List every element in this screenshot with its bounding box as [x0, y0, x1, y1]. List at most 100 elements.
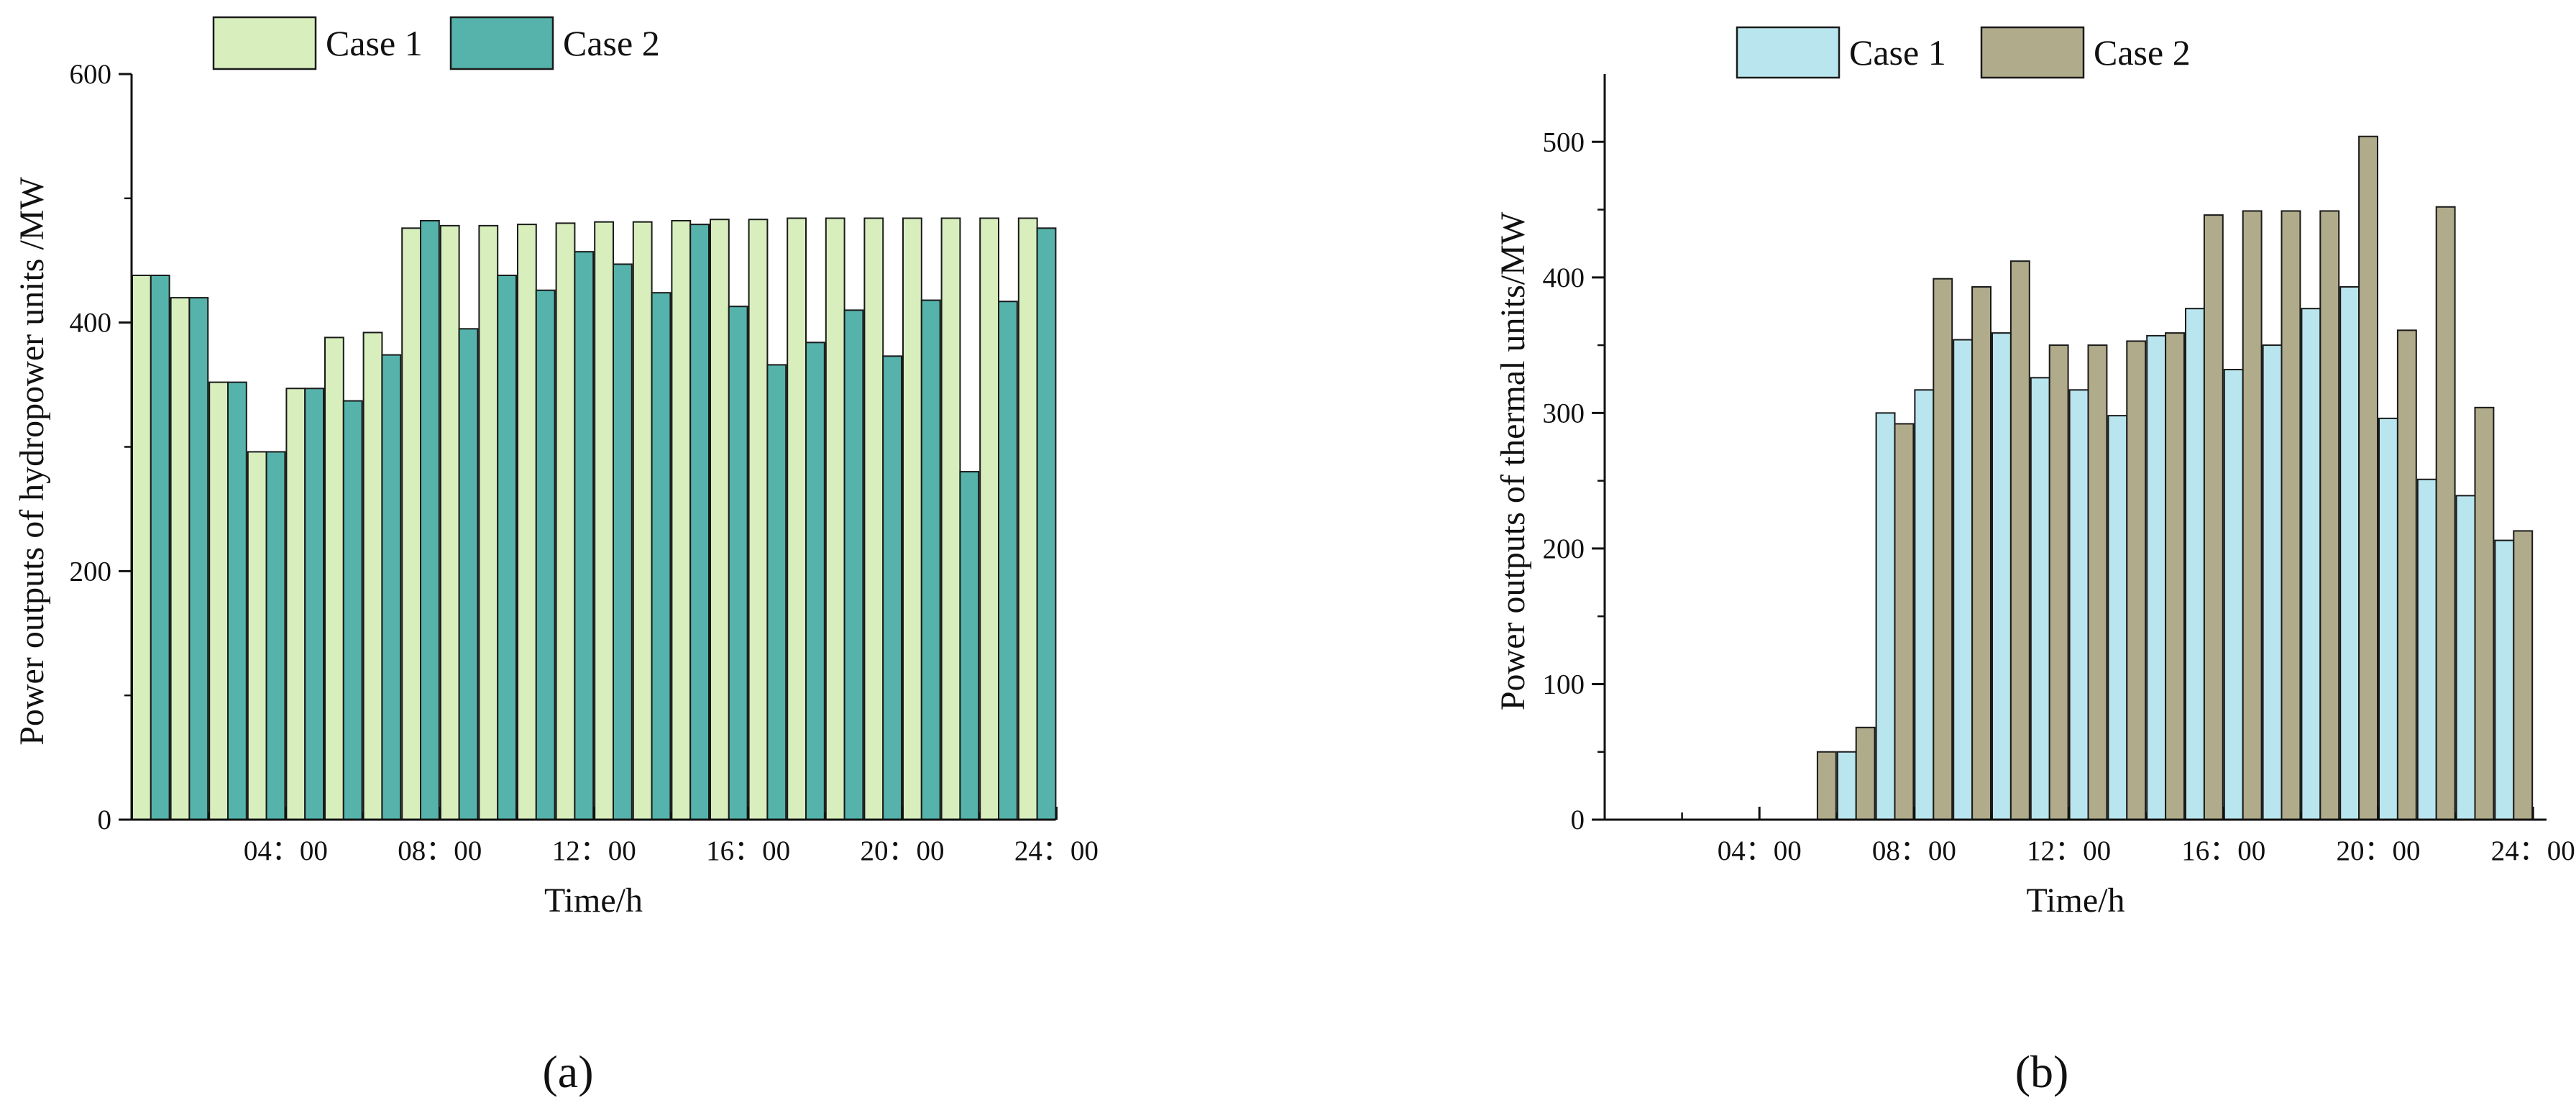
bar-case-2-hour-6 [342, 400, 363, 820]
bar-case-2-hour-1 [150, 274, 170, 820]
y-tick-label: 0 [98, 805, 112, 835]
x-tick-label: 08：00 [398, 835, 482, 866]
y-tick-label: 200 [1543, 533, 1585, 564]
x-axis-title: Time/h [544, 881, 643, 920]
bar-case-1-hour-10 [478, 224, 499, 820]
x-tick-label: 20：00 [2336, 835, 2420, 866]
bar-case-2-hour-13 [613, 263, 633, 820]
bar-case-1-hour-23 [2455, 495, 2476, 820]
legend-swatch-case-1 [212, 16, 317, 70]
y-tick-label: 400 [70, 308, 112, 339]
bar-case-1-hour-16 [710, 219, 730, 820]
bar-case-1-hour-19 [2301, 308, 2321, 820]
bar-case-2-hour-17 [2242, 210, 2263, 820]
bar-case-1-hour-21 [902, 217, 922, 820]
bar-case-1-hour-20 [863, 217, 884, 820]
x-tick-label: 20：00 [860, 835, 944, 866]
legend-label-case-2: Case 2 [2094, 32, 2191, 73]
bar-case-1-hour-24 [1017, 217, 1038, 820]
x-tick-label: 16：00 [2181, 835, 2265, 866]
bar-case-2-hour-19 [843, 309, 864, 820]
bar-case-2-hour-22 [2435, 206, 2456, 820]
bar-case-2-hour-17 [766, 364, 787, 820]
x-tick-label: 04：00 [244, 835, 328, 866]
bar-case-2-hour-22 [959, 471, 980, 820]
panel-a-hydropower-chart: 0 200 400 600 04：00 08：00 12：00 16：00 20：00 24：00… [13, 16, 1099, 1097]
x-tick-label: 24：00 [1014, 835, 1099, 866]
bar-case-1-hour-3 [208, 381, 229, 820]
bar-case-1-hour-17 [748, 219, 769, 820]
legend-label-case-1: Case 1 [326, 23, 423, 63]
x-tick-label: 12：00 [2027, 835, 2111, 866]
bar-case-1-hour-14 [2107, 415, 2128, 820]
panel-b-thermal-chart: 0 100 200 300 400 500 04：00 08：00 12：00 16：00 20：0… [1494, 26, 2575, 1097]
bar-case-1-hour-17 [2223, 369, 2244, 820]
legend-swatch-case-1 [1736, 26, 1841, 79]
legend-swatch-case-2 [449, 16, 554, 70]
legend-label-case-1: Case 1 [1849, 32, 1946, 73]
bar-case-2-hour-18 [805, 342, 825, 820]
bar-case-1-hour-12 [555, 222, 576, 820]
bar-case-2-hour-8 [1894, 423, 1915, 820]
x-tick-label: 16：00 [706, 835, 790, 866]
bar-case-1-hour-16 [2185, 308, 2205, 820]
bar-case-1-hour-18 [787, 217, 807, 820]
y-axis-title: Power outputs of thermal units/MW [1494, 211, 1532, 710]
x-tick-label: 08：00 [1872, 835, 1956, 866]
bar-case-2-hour-19 [2319, 210, 2340, 820]
bar-case-2-hour-12 [2048, 344, 2069, 821]
bar-case-1-hour-23 [979, 217, 999, 820]
bar-case-1-hour-22 [940, 217, 961, 820]
bar-case-2-hour-4 [265, 451, 286, 820]
bar-case-1-hour-13 [594, 221, 615, 820]
bar-case-1-hour-13 [2068, 389, 2089, 820]
bar-case-2-hour-10 [1971, 286, 1992, 820]
x-tick-label: 04：00 [1718, 835, 1802, 866]
y-tick-label: 400 [1543, 262, 1585, 293]
bar-case-1-hour-21 [2378, 417, 2398, 820]
bar-case-1-hour-8 [1875, 412, 1896, 820]
bar-case-1-hour-15 [671, 219, 692, 820]
bar-case-2-hour-5 [304, 388, 325, 820]
bar-case-2-hour-13 [2087, 344, 2108, 821]
bar-case-1-hour-5 [285, 388, 306, 820]
bar-case-2-hour-6 [1816, 751, 1837, 821]
y-tick-label: 300 [1543, 398, 1585, 429]
bar-case-1-hour-11 [1991, 332, 2012, 820]
bar-case-1-hour-6 [324, 336, 344, 820]
bar-case-1-hour-2 [170, 297, 191, 821]
bar-case-2-hour-10 [497, 274, 518, 820]
bar-case-1-hour-7 [1836, 751, 1857, 821]
bar-case-2-hour-20 [882, 355, 902, 820]
bar-case-1-hour-1 [132, 274, 152, 820]
bar-case-1-hour-7 [362, 331, 383, 820]
legend-swatch-case-2 [1980, 26, 2085, 79]
bar-case-2-hour-21 [2396, 329, 2417, 821]
bar-case-2-hour-3 [227, 381, 247, 820]
bar-case-2-hour-23 [998, 301, 1018, 821]
bar-case-2-hour-7 [1855, 726, 1876, 820]
bar-case-2-hour-2 [188, 297, 209, 821]
bar-case-1-hour-24 [2494, 539, 2515, 820]
bar-case-1-hour-9 [439, 224, 460, 820]
bar-case-1-hour-11 [517, 224, 537, 820]
bar-case-2-hour-14 [651, 292, 671, 821]
bar-case-2-hour-16 [2203, 214, 2224, 820]
bar-case-1-hour-19 [825, 217, 845, 820]
panel-label: (b) [2015, 1046, 2069, 1097]
bar-case-2-hour-12 [574, 251, 595, 820]
bar-case-2-hour-11 [535, 289, 556, 821]
bar-case-2-hour-9 [1933, 278, 1953, 821]
bar-case-2-hour-8 [420, 219, 440, 820]
bar-case-1-hour-12 [2030, 377, 2050, 820]
bar-case-2-hour-18 [2281, 210, 2301, 820]
y-tick-label: 200 [70, 556, 112, 587]
bar-case-2-hour-20 [2358, 135, 2379, 821]
bar-case-2-hour-7 [381, 354, 402, 820]
bar-case-2-hour-24 [1036, 227, 1057, 820]
y-axis-title: Power outputs of hydropower units /MW [13, 177, 51, 746]
y-tick-label: 500 [1543, 127, 1585, 157]
bar-case-1-hour-18 [2262, 344, 2283, 821]
panel-label: (a) [542, 1046, 593, 1097]
bar-case-2-hour-24 [2513, 530, 2534, 820]
